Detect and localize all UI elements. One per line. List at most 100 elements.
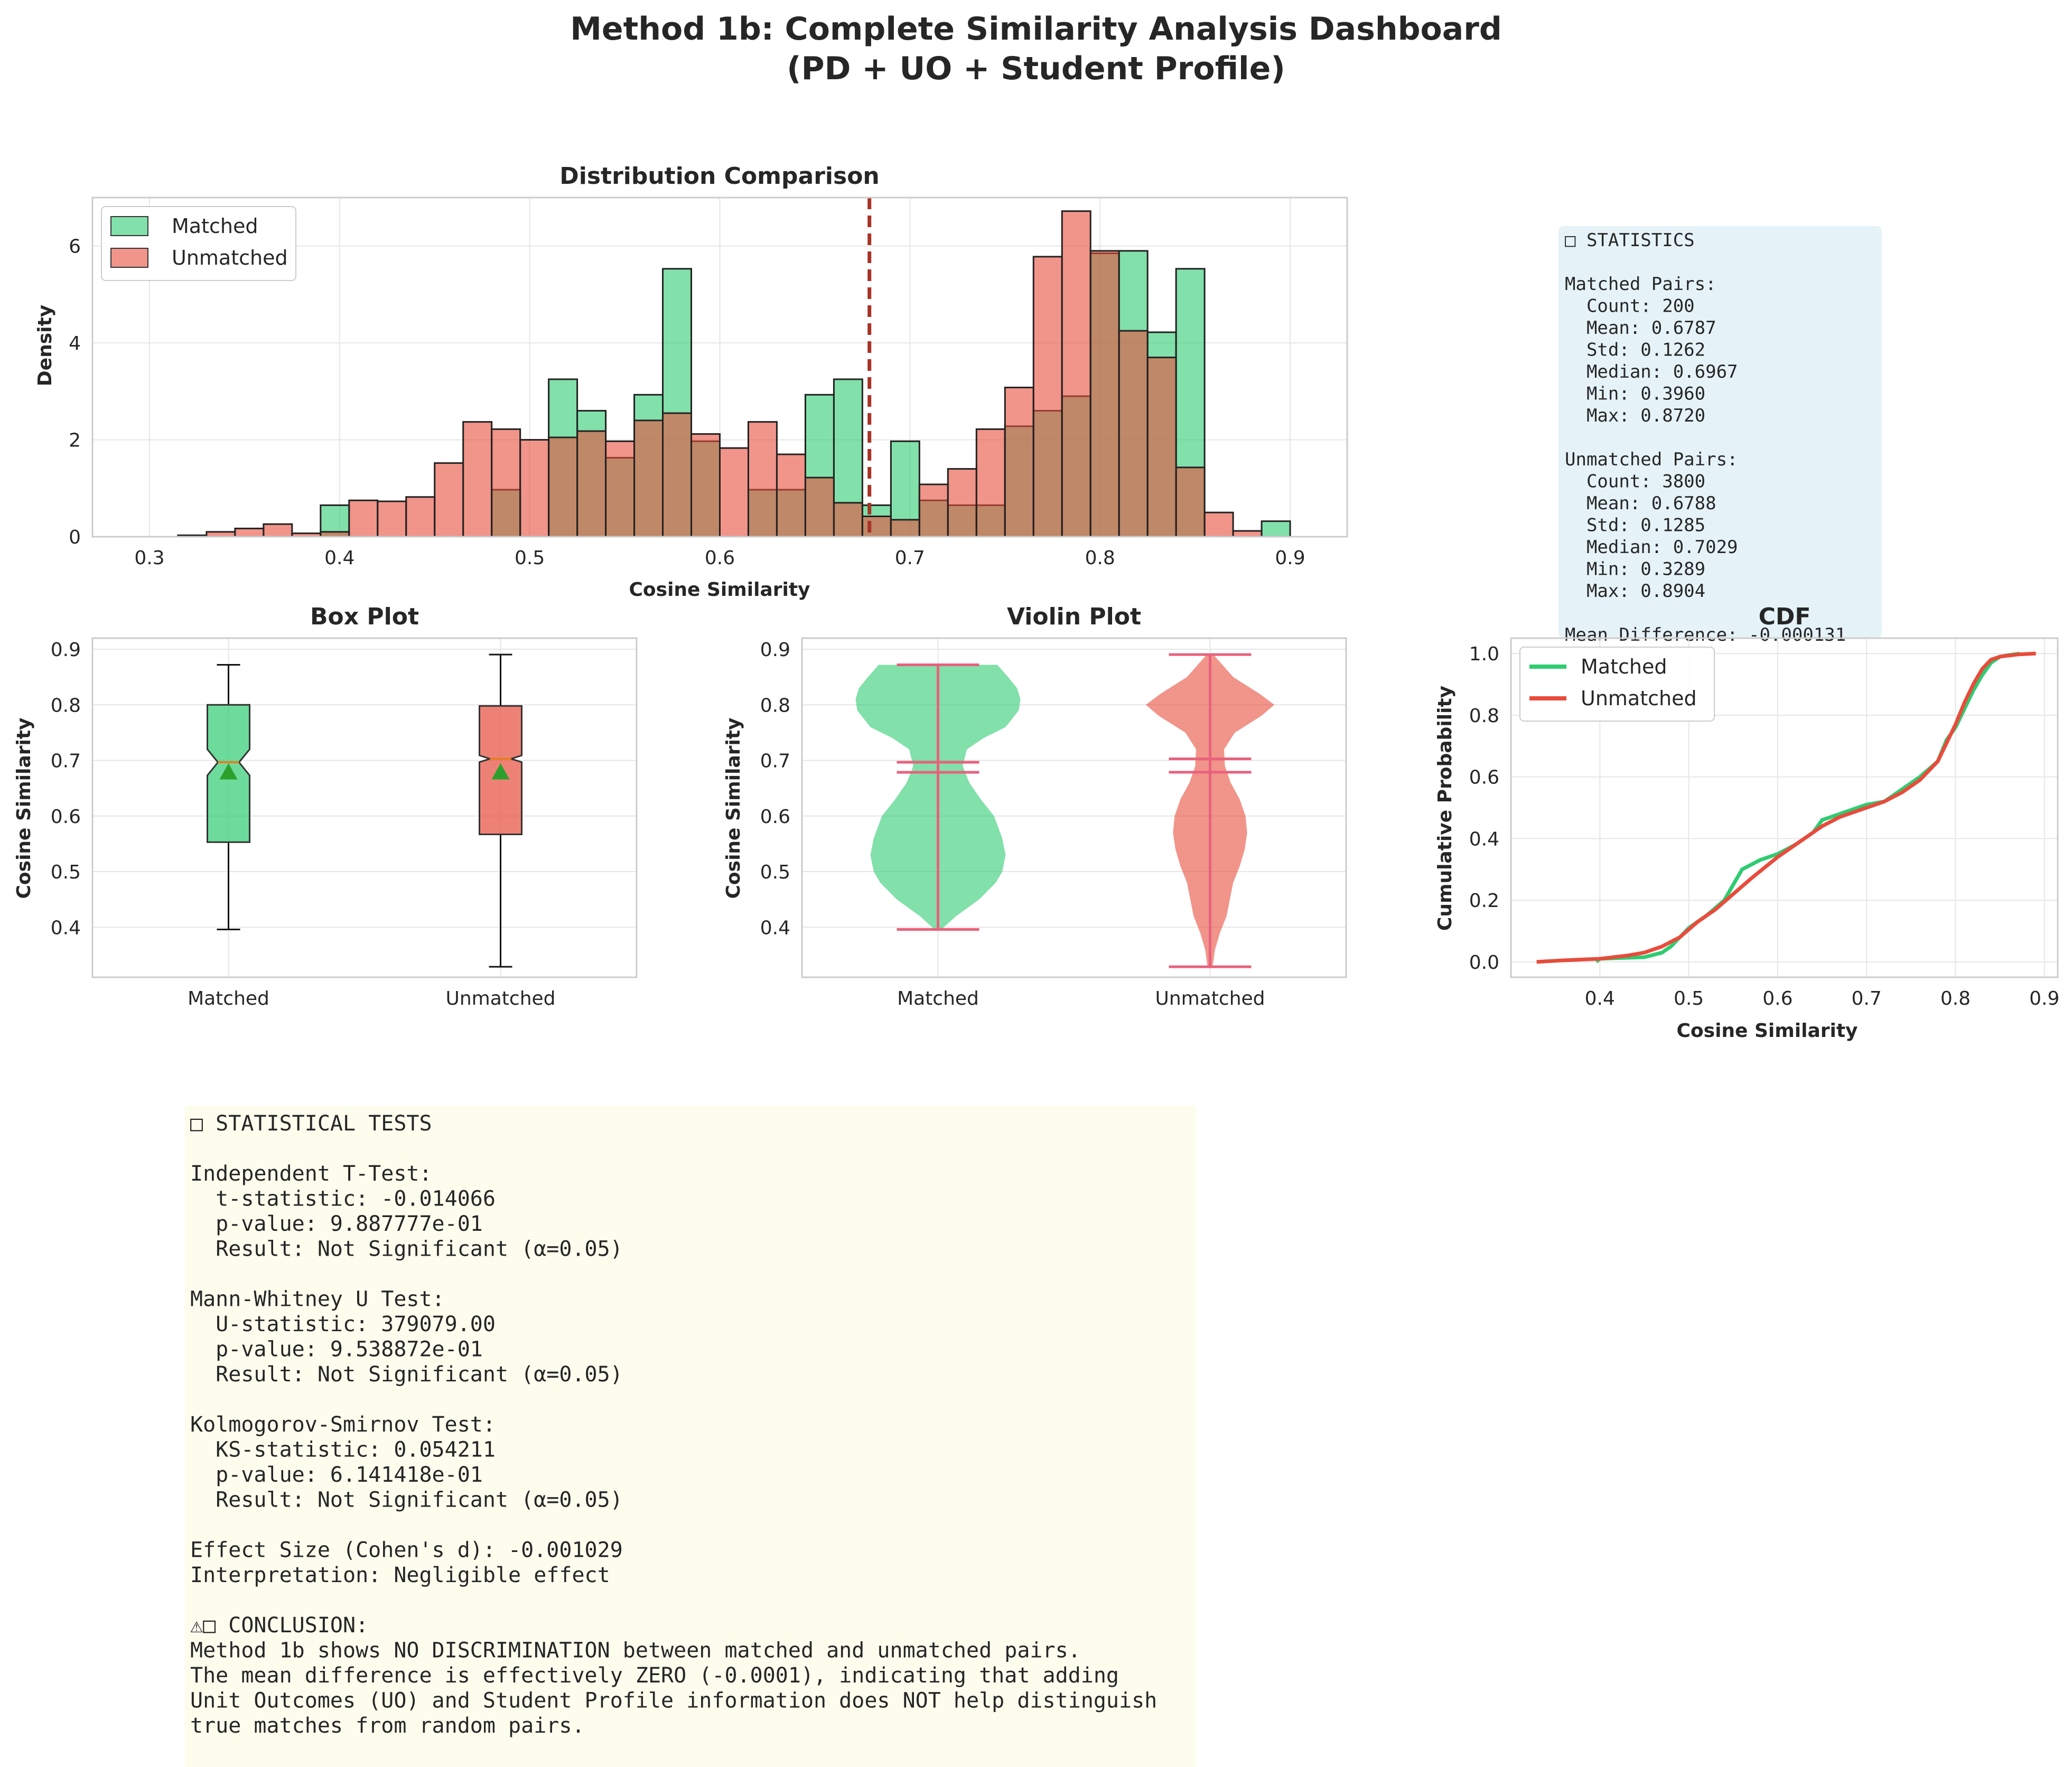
legend-swatch-unmatched	[110, 248, 148, 268]
cdf-ytick-label: 0.4	[1469, 828, 1499, 850]
cdf-line-unmatched	[1536, 651, 2036, 964]
cdf-panel: Cosine Similarity Cumulative Probability…	[1434, 637, 2059, 1042]
histogram-xtick-label: 0.3	[134, 547, 164, 569]
statistics-box: □ STATISTICS Matched Pairs: Count: 200 Me…	[1558, 226, 1882, 646]
histogram-bar-unmatched	[1118, 330, 1149, 538]
statistical-tests-line: Result: Not Significant (α=0.05)	[190, 1237, 623, 1261]
histogram-xtick-label: 0.7	[895, 547, 925, 569]
cdf-ytick-label: 0.8	[1469, 705, 1499, 727]
histogram-bar-unmatched	[1004, 387, 1034, 538]
statistics-line: Max: 0.8904	[1565, 581, 1705, 602]
violin-panel: Violin Plot Cosine Similarity 0.4 0.5 0.6 0…	[723, 603, 1347, 1009]
violin-category-label: Matched	[897, 988, 979, 1009]
statistics-line: Mean: 0.6787	[1565, 317, 1716, 339]
statistical-tests-line: □ STATISTICAL TESTS	[190, 1111, 432, 1136]
histogram-bar-unmatched	[776, 453, 806, 538]
statistical-tests-line: Unit Outcomes (UO) and Student Profile i…	[190, 1689, 1157, 1713]
statistical-tests-line: Interpretation: Negligible effect	[190, 1563, 610, 1587]
statistical-tests-line: p-value: 9.887777e-01	[190, 1212, 483, 1236]
histogram-bar-unmatched	[1146, 357, 1177, 538]
histogram-ytick-label: 4	[69, 333, 81, 354]
statistical-tests-line: ⚠□ CONCLUSION:	[190, 1613, 368, 1638]
histogram-bar-unmatched	[1232, 530, 1263, 538]
statistics-line: Matched Pairs:	[1565, 274, 1716, 295]
histogram-bar-unmatched	[348, 499, 379, 538]
histogram-xtick-label: 0.5	[515, 547, 545, 569]
histogram-bar-unmatched	[548, 436, 578, 538]
statistical-tests-line: Method 1b shows NO DISCRIMINATION betwee…	[190, 1639, 1081, 1663]
statistical-tests-line: Result: Not Significant (α=0.05)	[190, 1488, 623, 1512]
cdf-legend-label-unmatched: Unmatched	[1581, 687, 1697, 710]
violin-ytick-label: 0.4	[760, 917, 790, 939]
histogram-bar-unmatched	[434, 462, 464, 538]
boxplot-ytick-label: 0.8	[51, 695, 81, 716]
histogram-legend: Matched Unmatched	[101, 206, 296, 281]
histogram-xtick-label: 0.4	[324, 547, 354, 569]
statistics-line: Count: 3800	[1565, 471, 1705, 492]
boxplot-panel: Box Plot Cosine Similarity 0.4 0.5 0.6 0.7 0…	[13, 603, 638, 1009]
statistical-tests-line: t-statistic: -0.014066	[190, 1187, 496, 1211]
statistics-line: Median: 0.7029	[1565, 537, 1738, 558]
legend-label-unmatched: Unmatched	[172, 246, 288, 269]
statistical-tests-line: U-statistic: 379079.00	[190, 1312, 496, 1336]
statistical-tests-box: □ STATISTICAL TESTS Independent T-Test: t…	[185, 1106, 1197, 1767]
cdf-ytick-label: 0.2	[1469, 890, 1499, 912]
histogram-bar-unmatched	[605, 440, 636, 538]
boxplot-category-label: Unmatched	[445, 988, 555, 1009]
histogram-ytick-label: 6	[69, 236, 81, 258]
histogram-bar-unmatched	[633, 419, 664, 538]
histogram-bar-unmatched	[804, 476, 835, 538]
boxplot-ytick-label: 0.9	[51, 639, 81, 661]
violin-ylabel: Cosine Similarity	[723, 717, 744, 899]
statistical-tests-line: Effect Size (Cohen's d): -0.001029	[190, 1538, 623, 1563]
violin-ytick-label: 0.8	[760, 695, 790, 716]
cdf-ylabel: Cumulative Probability	[1434, 686, 1456, 931]
histogram-frame	[91, 197, 1348, 538]
histogram-bar-unmatched	[690, 433, 721, 538]
histogram-bar-unmatched	[947, 468, 977, 538]
boxplot-mean-marker	[491, 763, 510, 780]
cdf-ytick-label: 0.6	[1469, 767, 1499, 789]
title-line-1: Method 1b: Complete Similarity Analysis …	[570, 11, 1502, 48]
statistical-tests-line: p-value: 9.538872e-01	[190, 1338, 483, 1362]
statistics-line: Mean: 0.6788	[1565, 493, 1716, 514]
boxplot-ytick-label: 0.6	[51, 806, 81, 828]
boxplot-category-label: Matched	[188, 988, 269, 1009]
histogram-bar-unmatched	[833, 502, 863, 538]
histogram-bar-unmatched	[1061, 210, 1091, 538]
statistics-box-bg	[1558, 226, 1882, 638]
violin-title: Violin Plot	[1007, 603, 1141, 630]
histogram-title: Distribution Comparison	[559, 163, 880, 190]
boxplot-ytick-label: 0.4	[51, 917, 81, 939]
violin-ytick-label: 0.6	[760, 806, 790, 828]
cdf-xtick-label: 0.9	[2029, 988, 2059, 1009]
histogram-xtick-label: 0.8	[1085, 547, 1115, 569]
histogram-bar-matched	[1261, 520, 1291, 538]
histogram-bar-unmatched	[519, 439, 550, 538]
statistics-line: Std: 0.1285	[1565, 515, 1705, 536]
cdf-legend-label-matched: Matched	[1581, 655, 1667, 678]
violin-ytick-label: 0.7	[760, 751, 790, 772]
statistical-tests-box-bg	[185, 1106, 1197, 1767]
cdf-xtick-label: 0.6	[1762, 988, 1793, 1009]
cdf-ytick-label: 0.0	[1469, 952, 1499, 974]
histogram-bar-unmatched	[576, 430, 607, 538]
histogram-panel: Distribution Comparison Cosine Similarit…	[34, 163, 1348, 601]
statistics-line: Median: 0.6967	[1565, 361, 1738, 382]
histogram-ytick-label: 0	[69, 527, 81, 548]
histogram-bar-unmatched	[462, 421, 493, 538]
cdf-title: CDF	[1759, 603, 1811, 630]
boxplot-ytick-label: 0.7	[51, 751, 81, 772]
legend-swatch-matched	[110, 216, 148, 236]
histogram-bar-unmatched	[1089, 250, 1120, 538]
statistical-tests-line: Independent T-Test:	[190, 1162, 432, 1186]
cdf-xtick-label: 0.4	[1585, 988, 1615, 1009]
title-line-2: (PD + UO + Student Profile)	[787, 50, 1285, 87]
histogram-bar-unmatched	[861, 515, 892, 538]
histogram-bar-unmatched	[719, 447, 749, 538]
cdf-ytick-label: 1.0	[1469, 643, 1499, 665]
histogram-bar-unmatched	[405, 496, 436, 538]
boxplot-frame	[91, 637, 638, 978]
statistics-line: Std: 0.1262	[1565, 340, 1705, 361]
